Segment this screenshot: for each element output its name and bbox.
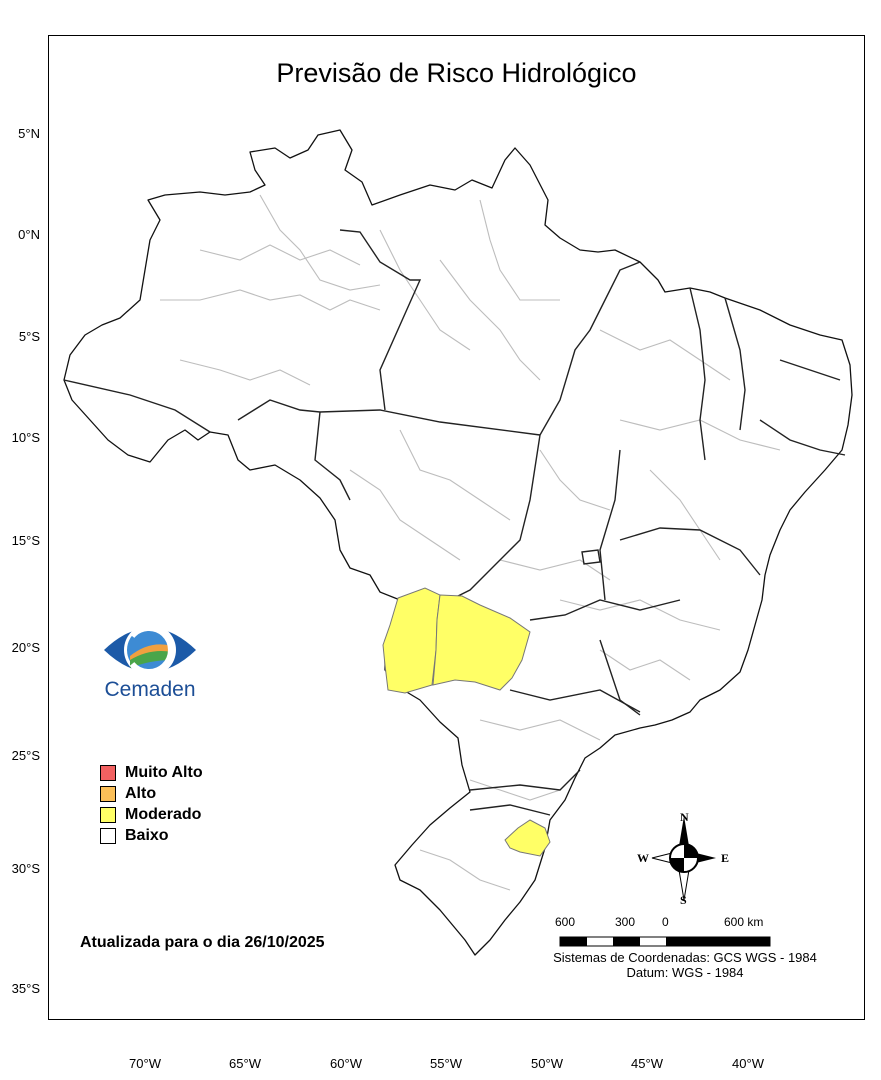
legend-item-alto: Alto xyxy=(100,783,203,804)
compass-east-label: E xyxy=(721,851,730,865)
compass-rose-icon xyxy=(651,816,716,901)
legend: Muito Alto Alto Moderado Baixo xyxy=(100,762,203,846)
legend-swatch-muito-alto xyxy=(100,764,116,781)
scale-label-600-km: 600 km xyxy=(724,915,764,929)
lat-label-10s: 10°S xyxy=(11,430,40,445)
coordinate-system-text: Sistemas de Coordenadas: GCS WGS - 1984 xyxy=(553,950,817,965)
map-title: Previsão de Risco Hidrológico xyxy=(276,58,637,88)
coordinate-system-note: Sistemas de Coordenadas: GCS WGS - 1984 … xyxy=(520,950,850,980)
region-moderado-mato-grosso-do-sul-east xyxy=(432,594,531,691)
legend-swatch-baixo xyxy=(100,827,116,844)
compass-west-label: W xyxy=(637,851,649,865)
region-moderado-mato-grosso-do-sul-west xyxy=(382,587,441,694)
lat-label-30s: 30°S xyxy=(11,861,40,876)
lat-label-25s: 25°S xyxy=(11,748,40,763)
scale-label-600-left: 600 xyxy=(555,915,576,929)
compass-south-label: S xyxy=(680,893,687,907)
cemaden-logo-text: Cemaden xyxy=(104,678,196,701)
scale-label-300: 300 xyxy=(615,915,636,929)
lat-label-15s: 15°S xyxy=(11,533,40,548)
legend-swatch-alto xyxy=(100,785,116,802)
cemaden-logo-icon xyxy=(104,624,196,676)
lon-label-65w: 65°W xyxy=(229,1056,261,1071)
legend-label: Alto xyxy=(125,784,157,802)
lat-label-0n: 0°N xyxy=(18,227,40,242)
legend-swatch-moderado xyxy=(100,806,116,823)
legend-label: Baixo xyxy=(125,826,169,844)
legend-label: Moderado xyxy=(125,805,202,823)
lon-label-70w: 70°W xyxy=(129,1056,161,1071)
lon-label-40w: 40°W xyxy=(732,1056,764,1071)
lat-label-5n: 5°N xyxy=(18,126,40,141)
lon-label-45w: 45°W xyxy=(631,1056,663,1071)
lat-label-20s: 20°S xyxy=(11,640,40,655)
legend-item-moderado: Moderado xyxy=(100,804,203,825)
state-boundaries xyxy=(63,229,846,816)
legend-item-baixo: Baixo xyxy=(100,825,203,846)
lat-label-5s: 5°S xyxy=(18,329,40,344)
lon-label-60w: 60°W xyxy=(330,1056,362,1071)
lon-label-55w: 55°W xyxy=(430,1056,462,1071)
legend-label: Muito Alto xyxy=(125,763,203,781)
compass-north-label: N xyxy=(680,810,689,824)
scale-label-0: 0 xyxy=(662,915,669,929)
legend-item-muito-alto: Muito Alto xyxy=(100,762,203,783)
lat-label-35s: 35°S xyxy=(11,981,40,996)
lon-label-50w: 50°W xyxy=(531,1056,563,1071)
update-date: Atualizada para o dia 26/10/2025 xyxy=(80,934,325,951)
datum-text: Datum: WGS - 1984 xyxy=(626,965,744,980)
region-boundaries xyxy=(160,194,781,891)
region-moderado-rio-grande-do-sul xyxy=(504,819,551,857)
scale-bar xyxy=(559,936,771,947)
